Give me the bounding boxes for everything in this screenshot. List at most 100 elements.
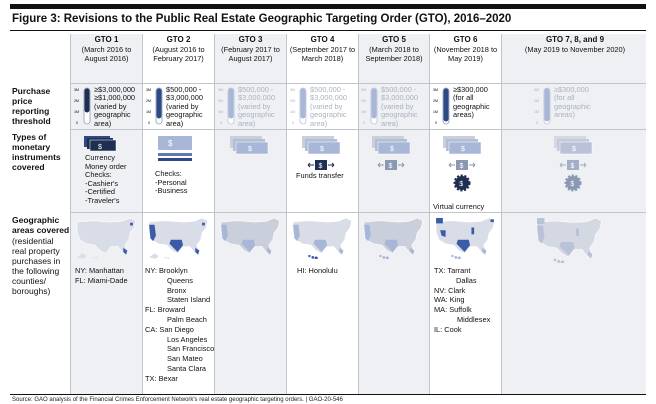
col-shade-gto1 bbox=[71, 34, 142, 394]
row-label-instruments: Types of monetary instruments covered bbox=[12, 132, 61, 172]
instrument-item: Virtual currency bbox=[433, 202, 485, 211]
header-gto3-name: GTO 3 bbox=[238, 35, 263, 44]
header-gto5-name: GTO 5 bbox=[382, 35, 406, 44]
svg-text:$: $ bbox=[320, 146, 324, 153]
header-gto789-period: (May 2019 to November 2020) bbox=[524, 45, 626, 54]
header-gto1: GTO 1 (March 2016 to August 2016) bbox=[71, 35, 142, 63]
threshold-line: area) bbox=[166, 118, 184, 128]
threshold-line: geographic bbox=[381, 110, 418, 120]
gauge-tick-label: 2M bbox=[290, 99, 295, 103]
header-gto3: GTO 3 (February 2017 to August 2017) bbox=[215, 35, 286, 63]
grid-vline bbox=[358, 34, 359, 394]
area-row: TX: Tarrant bbox=[434, 266, 471, 275]
grid-hline bbox=[70, 212, 646, 213]
threshold-text: ≥$3,000,000 ≥$1,000,000 (varied by geogr… bbox=[94, 85, 136, 128]
svg-text:$: $ bbox=[461, 146, 465, 153]
header-gto6-period: (November 2018 to May 2019) bbox=[433, 45, 498, 63]
row-label-geo: Geographic areas covered (residential re… bbox=[12, 215, 70, 296]
top-bar bbox=[10, 4, 646, 9]
money-transfer-crypto-icon: $ $ $ bbox=[443, 136, 482, 192]
area-row: NV: Clark bbox=[434, 285, 466, 295]
gauge-tick-label: 3M bbox=[361, 88, 366, 92]
gauge-tick-label: 2M bbox=[146, 99, 151, 103]
svg-text:$: $ bbox=[248, 146, 252, 153]
gauge-icon: 3M 2M 1M 0 bbox=[146, 87, 163, 125]
gauge-icon: 3M 2M 1M 0 bbox=[218, 87, 235, 125]
money-check-stack-icon: $ $ bbox=[302, 136, 341, 170]
area-row: WA: King bbox=[434, 295, 465, 305]
threshold-line: area) bbox=[94, 118, 112, 128]
svg-text:$: $ bbox=[98, 144, 102, 151]
check-stack-icon: $ bbox=[158, 136, 192, 161]
area-place: Santa Clara bbox=[167, 363, 207, 373]
gauge-tick-label: 0 bbox=[220, 121, 222, 125]
area-row: NY: Brooklyn bbox=[145, 266, 188, 275]
gauge-tick-label: 2M bbox=[433, 99, 438, 103]
gauge-tick-label: 3M bbox=[534, 88, 539, 92]
us-map-gto1 bbox=[76, 217, 136, 259]
us-map-gto4 bbox=[292, 217, 352, 259]
area-row: HI: Honolulu bbox=[297, 266, 338, 275]
threshold-line: areas) bbox=[554, 110, 575, 120]
threshold-line: geographic bbox=[166, 110, 203, 120]
header-gto6: GTO 6 (November 2018 to May 2019) bbox=[430, 35, 501, 63]
gauge-tick-label: 3M bbox=[433, 88, 438, 92]
instrument-list: Virtual currency bbox=[433, 202, 485, 212]
svg-text:$: $ bbox=[460, 163, 464, 170]
grid-vline bbox=[70, 34, 71, 394]
instrument-item: Funds transfer bbox=[296, 171, 344, 180]
threshold-line: (for all bbox=[554, 93, 575, 103]
area-place: San Francisco bbox=[167, 344, 215, 354]
grid-hline bbox=[70, 129, 646, 130]
header-gto2-period: (August 2016 to February 2017) bbox=[152, 45, 205, 63]
row-label-threshold: Purchase price reporting threshold bbox=[12, 86, 51, 126]
threshold-line: ≥$1,000,000 bbox=[94, 93, 136, 103]
gauge-icon: 3M 2M 1M 0 bbox=[290, 87, 307, 125]
threshold-line: $3,000,000 bbox=[166, 93, 203, 103]
gauge-tick-label: 3M bbox=[290, 88, 295, 92]
gauge-tick-label: 0 bbox=[363, 121, 365, 125]
us-map-gto6 bbox=[435, 217, 495, 259]
gauge-tick-label: 0 bbox=[292, 121, 294, 125]
col-shade-gto3 bbox=[214, 34, 286, 394]
threshold-line: (varied by bbox=[94, 101, 127, 111]
area-row: FL: Miami-Dade bbox=[75, 275, 128, 285]
threshold-text: $500,000 - $3,000,000 (varied by geograp… bbox=[166, 85, 203, 128]
title-rule bbox=[10, 30, 646, 31]
grid-vline bbox=[142, 34, 143, 394]
gauge-tick-label: 1M bbox=[534, 110, 539, 114]
instrument-item: -Business bbox=[155, 186, 188, 196]
gauge-tick-label: 1M bbox=[433, 110, 438, 114]
grid-vline bbox=[214, 34, 215, 394]
gauge-tick-label: 3M bbox=[74, 88, 79, 92]
threshold-gto5: 3M 2M 1M 0 $500,000 - $3,000,000 (varied… bbox=[361, 85, 429, 127]
instrument-item: Money order bbox=[85, 161, 127, 171]
threshold-gto3: 3M 2M 1M 0 $500,000 - $3,000,000 (varied… bbox=[218, 85, 286, 128]
instrument-list: Funds transfer bbox=[296, 171, 344, 181]
areas-gto2: NY: Brooklyn Queens Bronx Staten Island … bbox=[145, 266, 214, 384]
threshold-line: $500,000 - bbox=[238, 85, 274, 94]
bottom-rule bbox=[10, 394, 646, 395]
figure-title: Figure 3: Revisions to the Public Real E… bbox=[12, 13, 512, 25]
threshold-line: areas) bbox=[453, 110, 474, 120]
threshold-line: (varied by bbox=[381, 101, 414, 111]
instrument-item: Checks: bbox=[85, 170, 112, 180]
us-map-gto3 bbox=[220, 217, 280, 255]
header-gto3-period: (February 2017 to August 2017) bbox=[221, 45, 280, 63]
threshold-text: $500,000 - $3,000,000 (varied by geograp… bbox=[238, 85, 275, 128]
gauge-tick-label: 3M bbox=[218, 88, 223, 92]
header-gto789-name: GTO 7, 8, and 9 bbox=[545, 35, 605, 44]
gauge-tick-label: 0 bbox=[435, 121, 437, 125]
instrument-item: -Personal bbox=[155, 177, 187, 187]
header-gto5: GTO 5 (March 2018 to September 2018) bbox=[359, 35, 429, 63]
threshold-gto4: 3M 2M 1M 0 $500,000 - $3,000,000 (varied… bbox=[290, 85, 358, 127]
row-label-geo-sub: (residential real property purchases in … bbox=[12, 236, 61, 296]
threshold-gto6: 3M 2M 1M 0 ≥$300,000 (for all geographic… bbox=[433, 85, 501, 126]
area-place: Middlesex bbox=[457, 314, 491, 324]
threshold-line: (varied by bbox=[310, 101, 343, 111]
instrument-item: -Certified bbox=[85, 187, 115, 197]
area-place: Bronx bbox=[167, 285, 187, 295]
area-place: Queens bbox=[167, 275, 193, 285]
us-map-gto5 bbox=[363, 217, 423, 259]
threshold-line: $3,000,000 bbox=[238, 93, 275, 103]
